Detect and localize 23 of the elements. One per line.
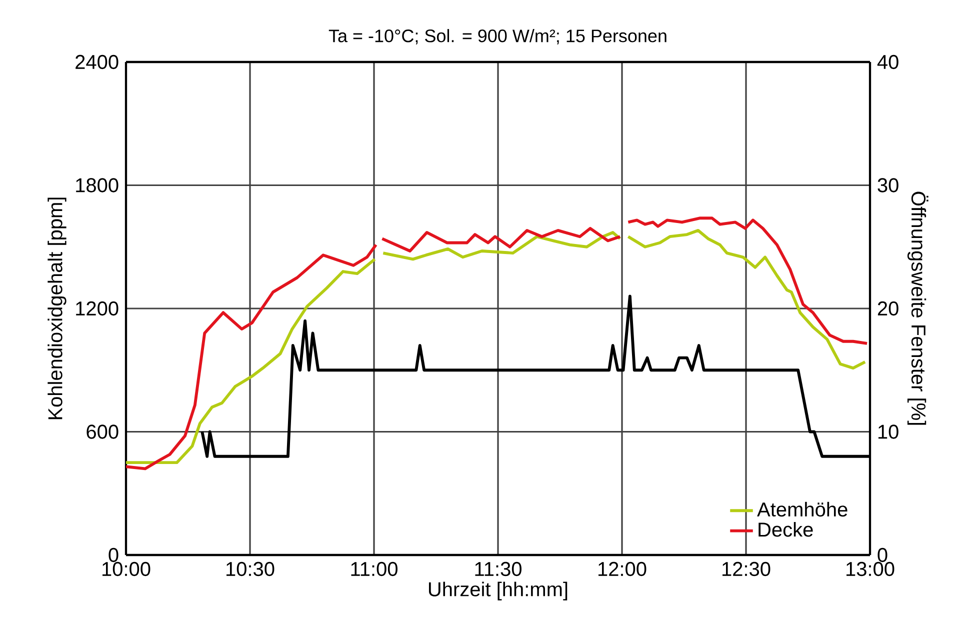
y-tick-label: 0 — [108, 548, 118, 562]
x-tick-label: 11:00 — [351, 562, 398, 576]
x-tick-label: 12:30 — [722, 562, 770, 576]
legend-label: Atemhöhe — [757, 502, 848, 517]
y2-tick-label: 20 — [878, 301, 898, 316]
x-tick-label: 10:00 — [102, 562, 150, 576]
y2-tick-label: 30 — [878, 178, 898, 192]
chart-title: Ta = -10°C; Sol. = 900 W/m²; 15 Personen — [328, 29, 666, 44]
x-tick-label: 10:30 — [226, 562, 274, 576]
x-tick-label: 12:00 — [598, 562, 646, 576]
legend-label: Decke — [758, 522, 813, 537]
y2-axis-title: Öffnungsweite Fenster [%] — [907, 192, 928, 425]
x-tick-label: 13:00 — [846, 562, 894, 576]
y-tick-label: 600 — [86, 424, 118, 439]
y2-tick-label: 10 — [878, 424, 898, 439]
y-tick-label: 2400 — [76, 54, 118, 70]
y2-tick-label: 0 — [878, 548, 888, 562]
y-tick-label: 1800 — [76, 178, 118, 192]
y2-tick-label: 40 — [877, 54, 898, 70]
x-tick-label: 11:30 — [475, 562, 522, 576]
x-axis-title: Uhrzeit [hh:mm] — [428, 582, 568, 600]
y-axis-title: Kohlendioxidgehalt [ppm] — [48, 198, 66, 420]
y-tick-label: 1200 — [76, 301, 118, 316]
